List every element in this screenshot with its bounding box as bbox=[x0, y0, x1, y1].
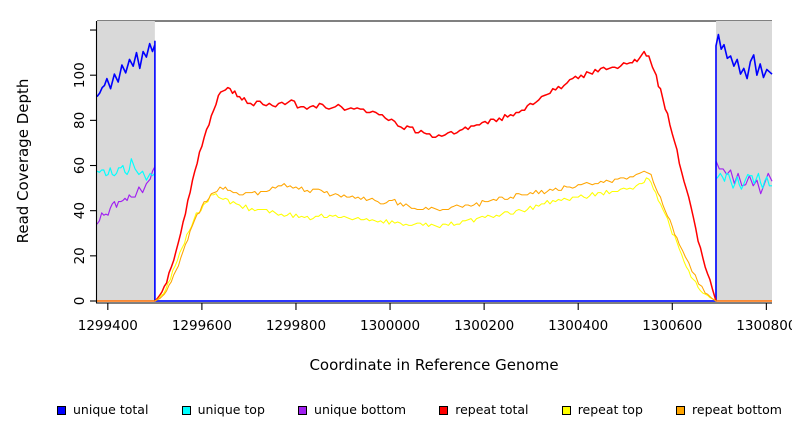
y-tick-label: 60 bbox=[72, 157, 88, 174]
y-tick-label: 40 bbox=[72, 202, 88, 219]
y-tick-label: 100 bbox=[72, 62, 88, 88]
legend-swatch-icon bbox=[57, 405, 66, 415]
legend-item-unique-top: unique top bbox=[181, 401, 265, 417]
series-line-repeat-bottom bbox=[97, 170, 772, 302]
series-line-unique-total bbox=[96, 33, 773, 302]
shaded-region-left bbox=[97, 21, 155, 301]
legend-label: repeat top bbox=[577, 401, 643, 417]
y-tick-label: 80 bbox=[72, 112, 88, 129]
axes: 0 20 40 60 80 100 1299400 1299600 1299800 1300000… bbox=[72, 21, 792, 334]
x-tick-label: 1300000 bbox=[360, 318, 420, 334]
legend-label: unique top bbox=[197, 401, 265, 417]
x-axis-title: Coordinate in Reference Genome bbox=[309, 356, 558, 374]
x-tick-label: 1300200 bbox=[454, 318, 514, 334]
y-tick-label: 20 bbox=[72, 247, 88, 264]
x-tick-label: 1299600 bbox=[172, 318, 232, 334]
x-tick-label: 1299400 bbox=[78, 318, 138, 334]
legend-swatch-icon bbox=[181, 405, 191, 415]
legend-item-repeat-bottom: repeat bottom bbox=[676, 401, 782, 417]
legend-item-unique-total: unique total bbox=[57, 401, 149, 417]
legend-label: unique total bbox=[73, 401, 149, 417]
legend-swatch-icon bbox=[298, 405, 308, 415]
legend-swatch-icon bbox=[439, 405, 449, 415]
legend-item-repeat-top: repeat top bbox=[561, 401, 643, 417]
x-tick-label: 1300800 bbox=[736, 318, 792, 334]
legend-item-repeat-total: repeat total bbox=[439, 401, 529, 417]
legend-label: unique bottom bbox=[314, 401, 407, 417]
legend-label: repeat total bbox=[455, 401, 529, 417]
y-tick-label: 0 bbox=[72, 297, 88, 306]
series-line-repeat-top bbox=[97, 177, 772, 302]
x-tick-label: 1299800 bbox=[266, 318, 326, 334]
legend-item-unique-bottom: unique bottom bbox=[298, 401, 407, 417]
legend: unique total unique top unique bottom repea… bbox=[0, 398, 792, 422]
legend-label: repeat bottom bbox=[692, 401, 782, 417]
legend-swatch-icon bbox=[561, 405, 571, 415]
shaded-region-right bbox=[716, 21, 772, 301]
legend-swatch-icon bbox=[676, 405, 686, 415]
x-tick-label: 1300400 bbox=[548, 318, 608, 334]
x-tick-label: 1300600 bbox=[642, 318, 702, 334]
y-axis-title: Read Coverage Depth bbox=[14, 79, 32, 244]
series-line-repeat-total bbox=[97, 50, 772, 302]
series-lines bbox=[96, 33, 773, 302]
